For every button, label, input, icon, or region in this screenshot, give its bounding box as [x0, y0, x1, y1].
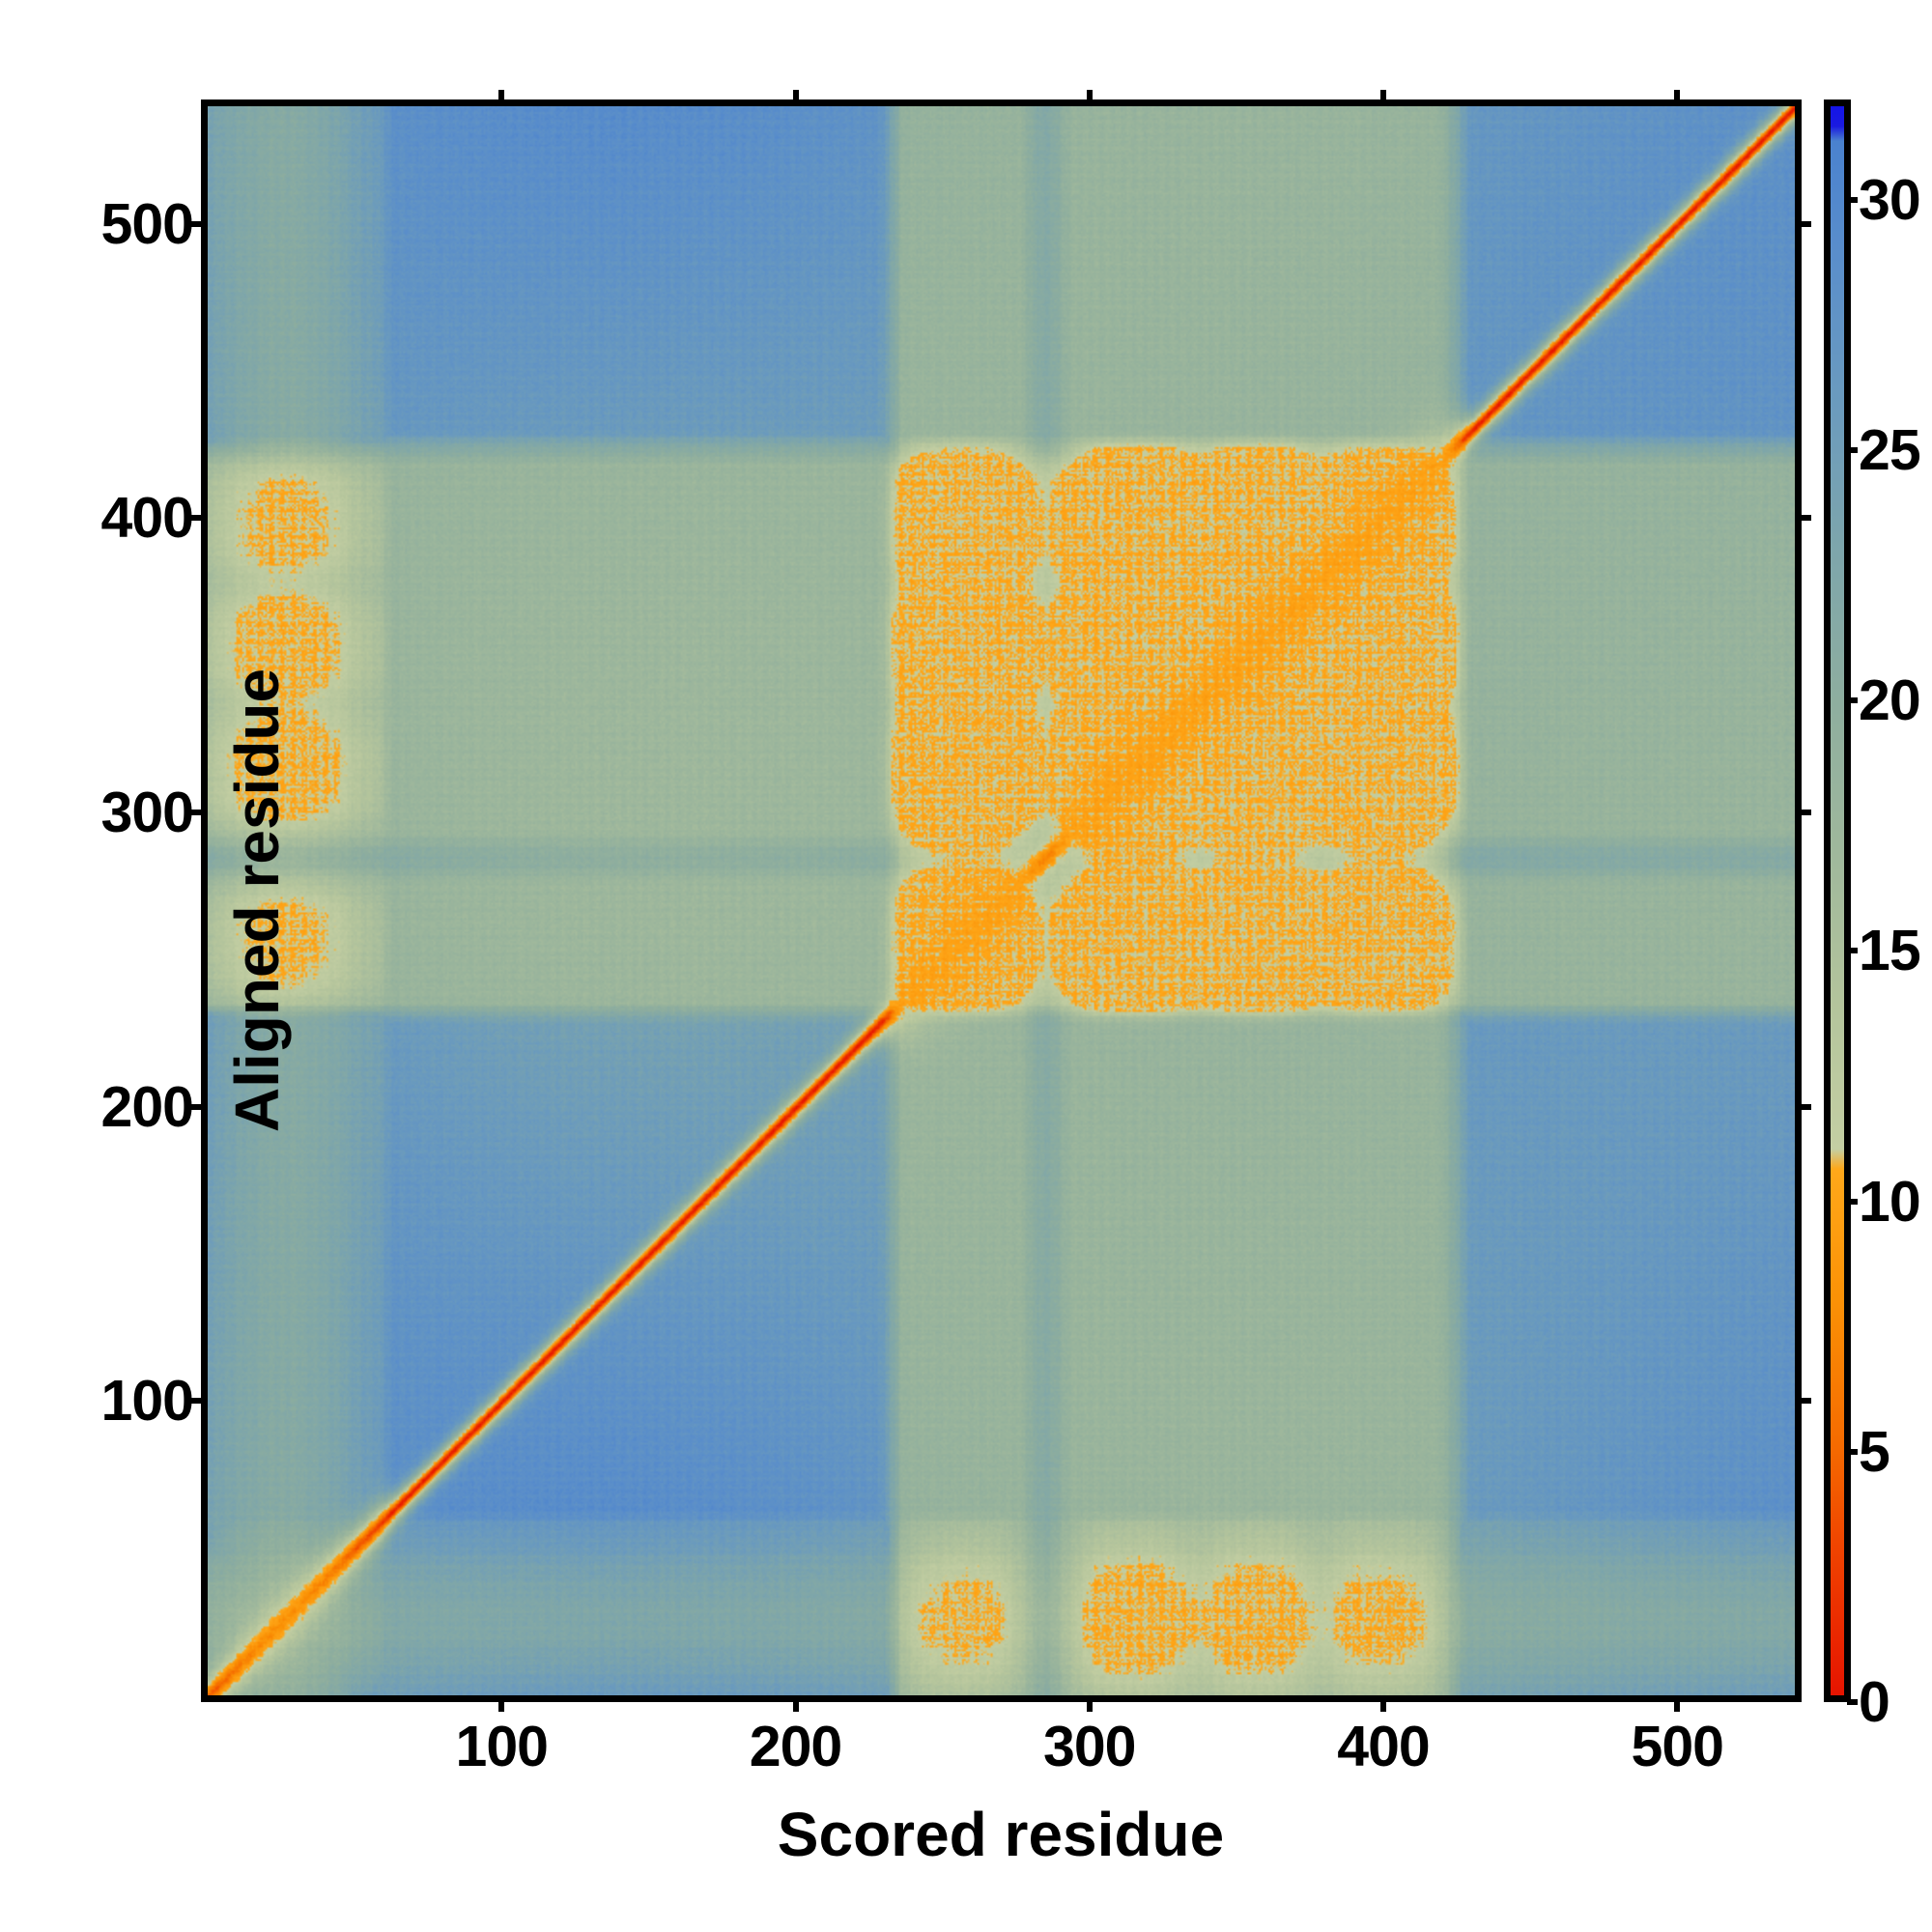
colorbar-tick-label-20: 20 — [1859, 668, 1921, 733]
x-tick-label-100: 100 — [455, 1715, 549, 1778]
colorbar-gradient — [1831, 106, 1844, 1695]
x-tick-label-500: 500 — [1631, 1715, 1724, 1778]
y-tick-label-100: 100 — [100, 1369, 194, 1434]
y-tick-label-300: 300 — [100, 781, 194, 845]
colorbar-tick-label-30: 30 — [1859, 167, 1921, 232]
x-tick-bottom-500 — [1674, 1695, 1681, 1712]
y-tick-left-200 — [191, 1103, 208, 1110]
y-tick-label-400: 400 — [100, 486, 194, 551]
x-tick-top-400 — [1380, 90, 1387, 106]
y-tick-left-100 — [191, 1398, 208, 1405]
colorbar-tick-5 — [1847, 1448, 1858, 1455]
colorbar-tick-15 — [1847, 948, 1858, 954]
x-tick-label-200: 200 — [749, 1715, 842, 1778]
colorbar-tick-0 — [1847, 1699, 1858, 1705]
colorbar-tick-label-10: 10 — [1859, 1169, 1921, 1234]
colorbar-tick-20 — [1847, 697, 1858, 704]
y-tick-right-500 — [1795, 220, 1811, 227]
y-tick-label-500: 500 — [100, 191, 194, 256]
colorbar-tick-label-0: 0 — [1859, 1670, 1890, 1734]
colorbar[interactable] — [1824, 99, 1851, 1702]
colorbar-tick-label-25: 25 — [1859, 417, 1921, 482]
x-tick-top-500 — [1674, 90, 1681, 106]
heatmap-plot-area[interactable] — [201, 99, 1802, 1702]
x-tick-top-100 — [498, 90, 505, 106]
colorbar-tick-30 — [1847, 196, 1858, 203]
y-tick-right-200 — [1795, 1103, 1811, 1110]
x-tick-top-300 — [1086, 90, 1093, 106]
x-tick-label-300: 300 — [1043, 1715, 1136, 1778]
y-tick-right-300 — [1795, 810, 1811, 816]
y-tick-left-300 — [191, 810, 208, 816]
y-tick-right-100 — [1795, 1398, 1811, 1405]
x-tick-bottom-300 — [1086, 1695, 1093, 1712]
colorbar-tick-25 — [1847, 446, 1858, 453]
x-tick-bottom-400 — [1380, 1695, 1387, 1712]
colorbar-tick-label-5: 5 — [1859, 1419, 1890, 1484]
heatmap-canvas — [208, 106, 1795, 1695]
x-tick-bottom-200 — [792, 1695, 799, 1712]
y-tick-right-400 — [1795, 515, 1811, 522]
y-axis-title: Aligned residue — [222, 668, 293, 1133]
x-axis-title: Scored residue — [777, 1800, 1225, 1869]
x-tick-bottom-100 — [498, 1695, 505, 1712]
y-tick-label-200: 200 — [100, 1074, 194, 1139]
y-tick-left-500 — [191, 220, 208, 227]
x-tick-top-200 — [792, 90, 799, 106]
x-tick-label-400: 400 — [1337, 1715, 1430, 1778]
y-tick-left-400 — [191, 515, 208, 522]
colorbar-tick-label-15: 15 — [1859, 919, 1921, 983]
colorbar-tick-10 — [1847, 1198, 1858, 1205]
